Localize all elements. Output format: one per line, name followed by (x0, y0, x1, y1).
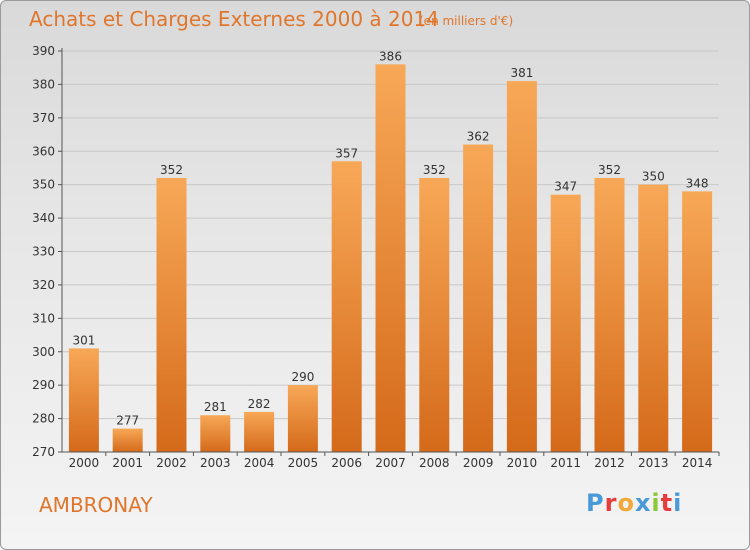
y-tick-label: 350 (32, 178, 55, 192)
x-tick-label: 2004 (244, 456, 275, 470)
bar-2004 (244, 411, 275, 452)
logo-letter: o (617, 489, 635, 517)
x-tick-label: 2012 (594, 456, 625, 470)
unit-label: (en milliers d'€) (419, 14, 514, 28)
logo-letter: r (604, 489, 618, 517)
x-tick-label: 2007 (375, 456, 406, 470)
bar-2010 (506, 81, 537, 452)
x-tick-label: 2011 (550, 456, 581, 470)
bar-2009 (463, 144, 494, 453)
y-tick-label: 270 (32, 445, 55, 459)
bar-value-label: 386 (379, 49, 402, 63)
y-tick-label: 290 (32, 378, 55, 392)
bar-value-label: 350 (642, 170, 665, 184)
bar-value-label: 352 (423, 163, 446, 177)
bar-2013 (638, 184, 669, 452)
x-tick-label: 2009 (463, 456, 494, 470)
bar-2001 (112, 428, 143, 452)
x-tick-label: 2002 (156, 456, 187, 470)
bar-value-label: 348 (686, 176, 709, 190)
bar-value-label: 301 (72, 333, 95, 347)
y-tick-label: 370 (32, 111, 55, 125)
y-tick-label: 340 (32, 211, 55, 225)
bar-value-label: 282 (248, 397, 271, 411)
x-tick-label: 2014 (682, 456, 713, 470)
bar-2012 (594, 177, 625, 452)
y-tick-label: 360 (32, 144, 55, 158)
bar-value-label: 352 (598, 163, 621, 177)
x-tick-label: 2001 (112, 456, 143, 470)
bar-2005 (287, 385, 318, 452)
logo-letter: P (586, 489, 605, 517)
bar-2014 (682, 191, 713, 452)
x-tick-label: 2006 (331, 456, 362, 470)
x-tick-label: 2005 (288, 456, 319, 470)
bar-value-label: 281 (204, 400, 227, 414)
bar-value-label: 290 (291, 370, 314, 384)
bar-2007 (375, 64, 406, 452)
y-tick-label: 330 (32, 245, 55, 259)
bar-value-label: 381 (510, 66, 533, 80)
x-tick-label: 2000 (69, 456, 100, 470)
y-tick-label: 320 (32, 278, 55, 292)
logo-letter: t (660, 489, 674, 517)
bar-value-label: 347 (554, 180, 577, 194)
chart-title: Achats et Charges Externes 2000 à 2014 (29, 7, 439, 31)
x-tick-label: 2010 (507, 456, 538, 470)
bar-2002 (156, 177, 187, 452)
bar-value-label: 352 (160, 163, 183, 177)
x-tick-label: 2008 (419, 456, 450, 470)
bar-value-label: 277 (116, 414, 139, 428)
bar-value-label: 362 (467, 130, 490, 144)
x-tick-label: 2013 (638, 456, 669, 470)
y-tick-label: 380 (32, 77, 55, 91)
bar-2008 (419, 177, 450, 452)
bar-value-label: 357 (335, 146, 358, 160)
bar-2000 (68, 348, 99, 452)
x-tick-label: 2003 (200, 456, 231, 470)
proxiti-logo[interactable]: Proxiti (586, 489, 682, 517)
y-tick-label: 280 (32, 412, 55, 426)
commune-name: AMBRONAY (39, 493, 153, 517)
y-tick-label: 300 (32, 345, 55, 359)
logo-letter: i (651, 489, 661, 517)
bar-2003 (200, 415, 231, 452)
logo-letter: i (673, 489, 683, 517)
y-tick-label: 390 (32, 44, 55, 58)
logo-letter: x (634, 489, 652, 517)
y-tick-label: 310 (32, 311, 55, 325)
bar-2006 (331, 161, 362, 452)
bar-2011 (550, 194, 581, 453)
